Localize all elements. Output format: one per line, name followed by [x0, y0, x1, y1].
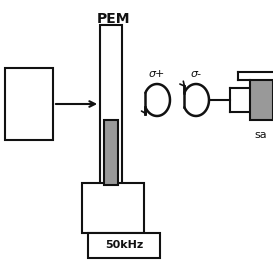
Bar: [5, 68, 53, 140]
Text: sa: sa: [255, 130, 267, 140]
Bar: [88, 233, 160, 258]
Text: PEM: PEM: [96, 12, 130, 26]
Text: σ+: σ+: [149, 69, 165, 79]
Text: 50kHz: 50kHz: [105, 240, 143, 250]
Bar: [250, 80, 273, 120]
Bar: [82, 183, 144, 233]
Bar: [104, 120, 118, 185]
Text: σ-: σ-: [191, 69, 201, 79]
Bar: [100, 25, 122, 185]
